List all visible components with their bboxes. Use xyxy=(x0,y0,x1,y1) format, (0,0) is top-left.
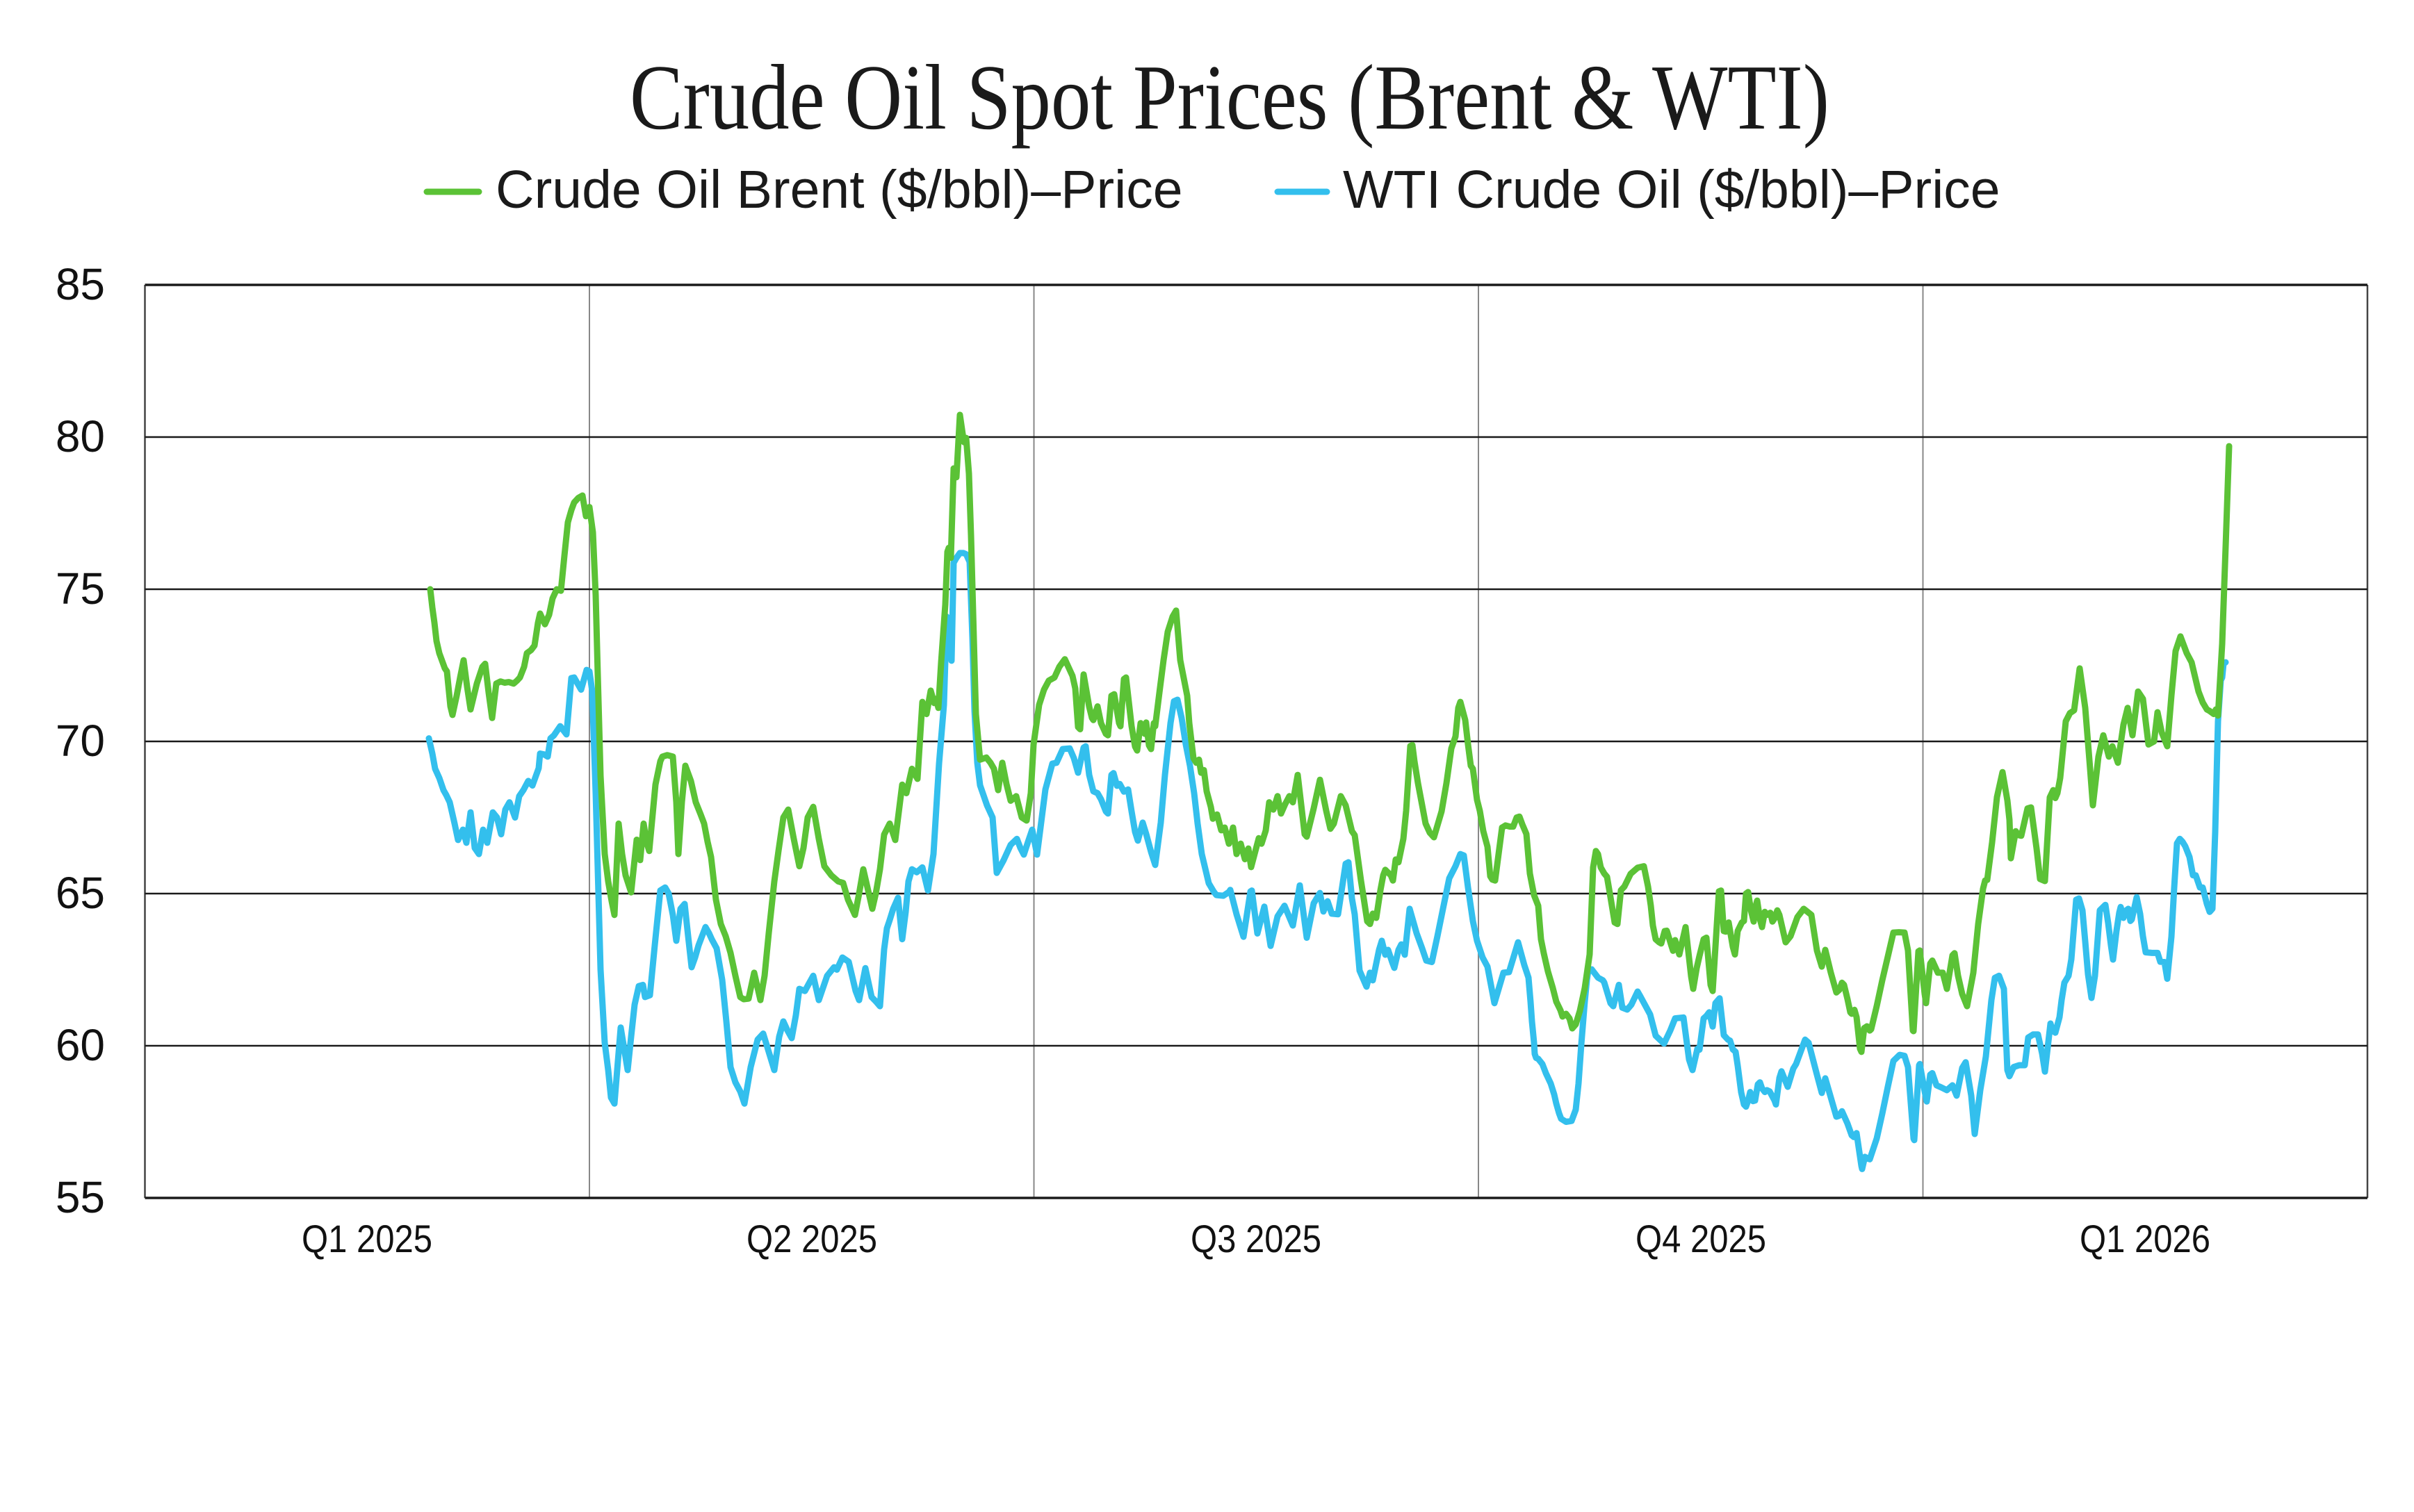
svg-text:60: 60 xyxy=(56,1020,105,1070)
svg-text:Q4 2025: Q4 2025 xyxy=(1636,1217,1766,1260)
svg-text:70: 70 xyxy=(56,716,105,766)
svg-text:55: 55 xyxy=(56,1172,105,1222)
svg-text:75: 75 xyxy=(56,564,105,614)
svg-text:Q1 2026: Q1 2026 xyxy=(2080,1217,2210,1260)
svg-text:Crude Oil Brent ($/bbl)–Price: Crude Oil Brent ($/bbl)–Price xyxy=(496,160,1183,220)
svg-text:Crude Oil Spot Prices (Brent &: Crude Oil Spot Prices (Brent & WTI) xyxy=(630,46,1829,149)
svg-text:Q2 2025: Q2 2025 xyxy=(747,1217,877,1260)
svg-text:65: 65 xyxy=(56,868,105,918)
svg-text:85: 85 xyxy=(56,259,105,309)
svg-text:Q3 2025: Q3 2025 xyxy=(1191,1217,1321,1260)
svg-text:Q1 2025: Q1 2025 xyxy=(302,1217,432,1260)
svg-text:WTI Crude Oil ($/bbl)–Price: WTI Crude Oil ($/bbl)–Price xyxy=(1343,160,2000,220)
svg-text:80: 80 xyxy=(56,411,105,461)
